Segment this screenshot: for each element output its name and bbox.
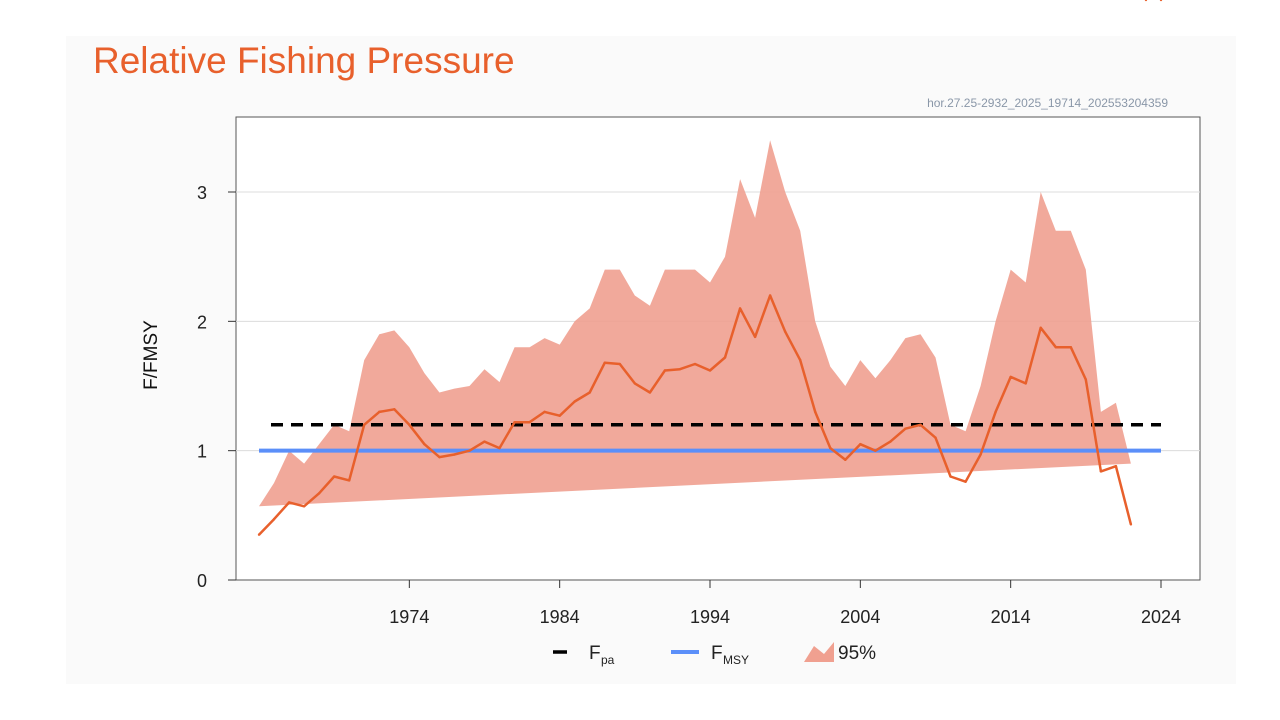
data-point [573,400,576,403]
data-point [513,421,516,424]
data-point [1039,326,1042,329]
data-point [693,362,697,366]
x-tick-label: 2024 [1141,607,1181,627]
y-axis-title: F/FMSY [141,320,162,390]
data-point [723,356,727,359]
data-point [829,446,832,450]
y-tick-label: 1 [197,442,207,462]
data-point [528,421,531,424]
data-point [543,410,546,414]
data-point [708,369,712,372]
data-point [738,307,742,310]
data-point [588,391,591,394]
data-point [317,492,321,495]
data-point [964,480,967,483]
x-tick-label: 1984 [540,607,580,627]
data-point [498,446,501,450]
data-point [904,427,907,430]
data-point [468,449,471,452]
data-point [753,335,757,339]
legend-swatch-area [804,642,834,662]
y-tick-label: 0 [197,571,207,591]
data-point [363,423,366,426]
legend-label: F [589,643,601,664]
data-point [453,453,456,456]
data-point [1024,382,1027,385]
legend-label-subscript: MSY [723,653,749,667]
data-point [1069,346,1073,349]
source-id: hor.27.25-2932_2025_19714_202553204359 [927,96,1168,110]
data-point [783,330,787,333]
data-point [949,475,952,478]
x-tick-label: 1994 [690,607,730,627]
data-point [1159,0,1163,2]
data-point [799,358,802,362]
legend-label: 95% [838,643,876,664]
data-point [378,410,381,414]
data-point [1144,0,1148,2]
legend-label: F [711,643,723,664]
data-point [257,533,261,536]
data-point [663,369,667,372]
data-point [1099,470,1103,473]
data-point [1084,378,1088,381]
data-point [393,408,396,411]
data-point [874,449,877,452]
data-point [979,453,982,456]
y-tick-label: 3 [197,183,207,203]
data-point [272,518,276,521]
legend-label-subscript: pa [601,653,615,667]
data-point [287,501,291,504]
data-point [814,410,817,414]
x-tick-label: 2014 [991,607,1031,627]
data-point [994,410,997,414]
data-point [633,382,637,385]
data-point [844,458,847,461]
data-point [483,440,486,443]
data-point [889,440,892,443]
x-tick-label: 1974 [389,607,429,627]
data-point [558,414,561,417]
data-point [1009,375,1012,379]
data-point [438,455,441,459]
data-point [919,423,922,426]
y-tick-label: 2 [197,312,207,332]
legend-item: F MSY [671,643,749,667]
data-point [423,443,426,446]
data-point [768,294,772,297]
data-point [934,436,937,439]
data-point [618,362,621,366]
confidence-band-95 [259,140,1131,507]
data-point [1054,346,1057,349]
data-point [302,505,306,508]
data-point [332,475,336,478]
data-point [1129,523,1133,526]
data-point [678,367,682,371]
legend-item: 95% [804,642,876,664]
data-point [603,361,606,364]
x-tick-label: 2004 [840,607,880,627]
data-point [408,423,411,426]
data-point [859,443,862,446]
data-point [648,391,652,394]
chart-title: Relative Fishing Pressure [93,40,515,81]
data-point [1114,464,1118,468]
data-point [348,479,351,482]
